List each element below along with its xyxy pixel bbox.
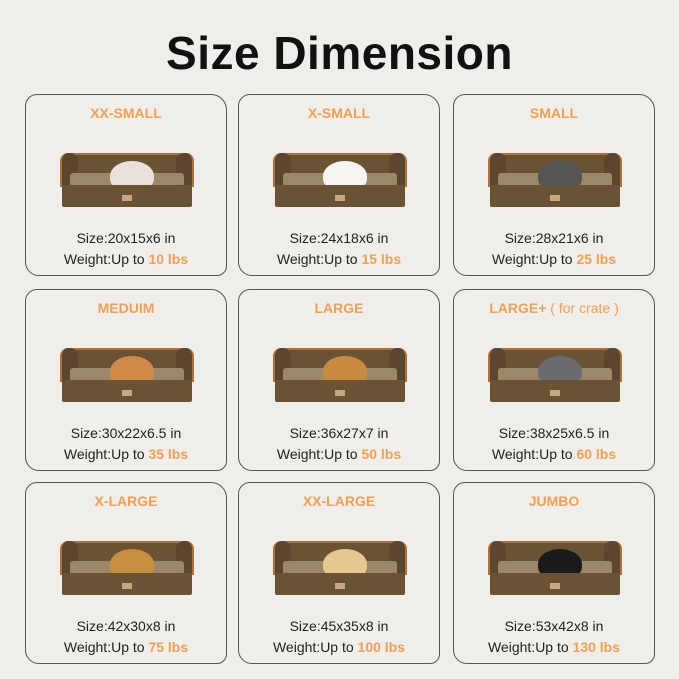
weight-spec: Weight:Up to 130 lbs bbox=[487, 639, 621, 655]
page-title: Size Dimension bbox=[166, 27, 513, 79]
dog-bed-image bbox=[273, 147, 407, 209]
size-card: LARGE+ ( for crate ) Size:38x25x6.5 in W… bbox=[453, 289, 655, 471]
dog-bed-image bbox=[488, 342, 622, 404]
size-spec: Size:53x42x8 in bbox=[504, 618, 604, 634]
size-card: LARGE Size:36x27x7 in Weight:Up to 50 lb… bbox=[238, 289, 440, 471]
size-card: JUMBO Size:53x42x8 in Weight:Up to 130 l… bbox=[453, 482, 655, 664]
size-name: XX-SMALL bbox=[90, 105, 162, 121]
weight-spec: Weight:Up to 75 lbs bbox=[63, 639, 189, 655]
size-name: LARGE+ ( for crate ) bbox=[489, 300, 619, 316]
weight-spec: Weight:Up to 25 lbs bbox=[491, 251, 617, 267]
size-name: XX-LARGE bbox=[302, 493, 376, 509]
weight-spec: Weight:Up to 10 lbs bbox=[63, 251, 189, 267]
size-spec: Size:20x15x6 in bbox=[76, 230, 176, 246]
size-spec: Size:38x25x6.5 in bbox=[498, 425, 610, 441]
size-card: MEDUIM Size:30x22x6.5 in Weight:Up to 35… bbox=[25, 289, 227, 471]
dog-bed-image bbox=[273, 342, 407, 404]
size-name: SMALL bbox=[529, 105, 579, 121]
size-name: JUMBO bbox=[528, 493, 580, 509]
size-card: XX-SMALL Size:20x15x6 in Weight:Up to 10… bbox=[25, 94, 227, 276]
size-spec: Size:45x35x8 in bbox=[289, 618, 389, 634]
size-name: LARGE bbox=[314, 300, 364, 316]
weight-spec: Weight:Up to 100 lbs bbox=[272, 639, 406, 655]
size-spec: Size:28x21x6 in bbox=[504, 230, 604, 246]
size-spec: Size:24x18x6 in bbox=[289, 230, 389, 246]
dog-bed-image bbox=[488, 535, 622, 597]
dog-bed-image bbox=[488, 147, 622, 209]
size-card: X-LARGE Size:42x30x8 in Weight:Up to 75 … bbox=[25, 482, 227, 664]
size-name: MEDUIM bbox=[97, 300, 155, 316]
weight-spec: Weight:Up to 50 lbs bbox=[276, 446, 402, 462]
dog-bed-image bbox=[60, 342, 194, 404]
weight-spec: Weight:Up to 35 lbs bbox=[63, 446, 189, 462]
size-card: XX-LARGE Size:45x35x8 in Weight:Up to 10… bbox=[238, 482, 440, 664]
size-card: X-SMALL Size:24x18x6 in Weight:Up to 15 … bbox=[238, 94, 440, 276]
size-spec: Size:42x30x8 in bbox=[76, 618, 176, 634]
size-card: SMALL Size:28x21x6 in Weight:Up to 25 lb… bbox=[453, 94, 655, 276]
size-spec: Size:30x22x6.5 in bbox=[70, 425, 182, 441]
size-name: X-LARGE bbox=[94, 493, 158, 509]
weight-spec: Weight:Up to 15 lbs bbox=[276, 251, 402, 267]
dog-bed-image bbox=[60, 147, 194, 209]
dog-bed-image bbox=[273, 535, 407, 597]
size-spec: Size:36x27x7 in bbox=[289, 425, 389, 441]
size-name: X-SMALL bbox=[307, 105, 371, 121]
dog-bed-image bbox=[60, 535, 194, 597]
weight-spec: Weight:Up to 60 lbs bbox=[491, 446, 617, 462]
